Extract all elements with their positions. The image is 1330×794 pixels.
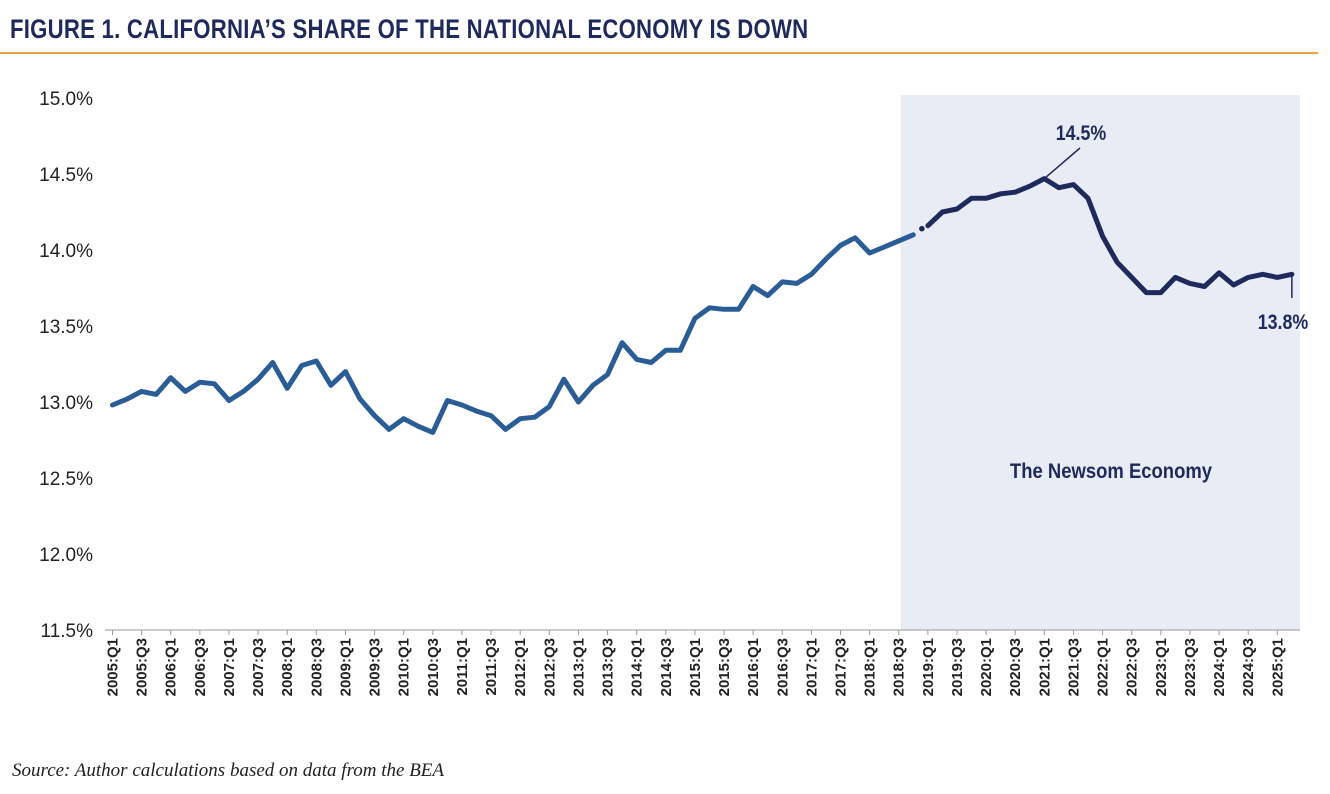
x-tick-label: 2023:Q1 [1153, 638, 1170, 696]
x-tick-label: 2007:Q1 [221, 638, 238, 696]
x-tick-label: 2019:Q3 [949, 638, 966, 696]
x-tick-label: 2007:Q3 [250, 638, 267, 696]
shaded-region [900, 95, 1300, 630]
y-tick-label: 14.0% [39, 241, 93, 262]
x-tick-label: 2021:Q3 [1065, 638, 1082, 696]
x-tick-label: 2020:Q1 [978, 638, 995, 696]
x-tick-label: 2009:Q3 [367, 638, 384, 696]
x-tick-label: 2011:Q1 [454, 638, 471, 696]
x-tick-label: 2005:Q1 [105, 638, 122, 696]
x-tick-label: 2009:Q1 [337, 638, 354, 696]
x-tick-label: 2008:Q1 [279, 638, 296, 696]
x-tick-label: 2014:Q3 [658, 638, 675, 696]
source-note: Source: Author calculations based on dat… [12, 760, 445, 781]
x-tick-label: 2011:Q3 [483, 638, 500, 696]
x-tick-label: 2024:Q1 [1211, 638, 1228, 696]
y-tick-label: 12.0% [39, 545, 93, 566]
y-tick-label: 14.5% [39, 165, 93, 186]
x-tick-label: 2006:Q1 [163, 638, 180, 696]
series-start-dot [919, 225, 925, 232]
y-tick-label: 13.5% [39, 317, 93, 338]
x-tick-label: 2013:Q1 [570, 638, 587, 696]
x-tick-label: 2005:Q3 [134, 638, 151, 696]
x-tick-label: 2010:Q3 [425, 638, 442, 696]
x-tick-label: 2019:Q1 [920, 638, 937, 696]
annotation-latest-label: 13.8% [1258, 311, 1309, 335]
shaded-region-label: The Newsom Economy [1010, 460, 1212, 483]
y-tick-label: 13.0% [39, 393, 93, 414]
x-tick-label: 2024:Q3 [1240, 638, 1257, 696]
y-tick-label: 11.5% [41, 621, 94, 642]
x-tick-label: 2010:Q1 [396, 638, 413, 696]
x-tick-label: 2023:Q3 [1182, 638, 1199, 696]
y-tick-label: 12.5% [39, 469, 93, 490]
y-tick-label: 15.0% [39, 89, 93, 110]
x-tick-label: 2015:Q3 [716, 638, 733, 696]
x-tick-label: 2021:Q1 [1036, 638, 1053, 696]
annotation-leader-peak [1043, 147, 1081, 180]
x-tick-label: 2025:Q1 [1269, 638, 1286, 696]
x-tick-label: 2016:Q1 [745, 638, 762, 696]
chart-title: FIGURE 1. CALIFORNIA’S SHARE OF THE NATI… [10, 14, 808, 45]
x-tick-label: 2022:Q3 [1124, 638, 1141, 696]
series-line-pre-2019 [110, 232, 916, 435]
title-text: CALIFORNIA’S SHARE OF THE NATIONAL ECONO… [126, 14, 809, 44]
x-tick-label: 2022:Q1 [1095, 638, 1112, 696]
x-tick-label: 2008:Q3 [308, 638, 325, 696]
x-tick-label: 2017:Q3 [833, 638, 850, 696]
series-line-newsom-economy [925, 176, 1295, 296]
x-tick-label: 2016:Q3 [774, 638, 791, 696]
x-tick-label: 2015:Q1 [687, 638, 704, 696]
x-tick-label: 2020:Q3 [1007, 638, 1024, 696]
x-tick-label: 2006:Q3 [192, 638, 209, 696]
x-tick-label: 2018:Q3 [891, 638, 908, 696]
x-tick-label: 2018:Q1 [862, 638, 879, 696]
title-rule [0, 52, 1318, 54]
annotation-peak-label: 14.5% [1056, 122, 1107, 146]
x-tick-label: 2017:Q1 [803, 638, 820, 696]
figure-number: FIGURE 1. [10, 14, 121, 44]
x-tick-label: 2014:Q1 [629, 638, 646, 696]
x-tick-label: 2012:Q3 [541, 638, 558, 696]
x-tick-label: 2013:Q3 [600, 638, 617, 696]
x-tick-label: 2012:Q1 [512, 638, 529, 696]
